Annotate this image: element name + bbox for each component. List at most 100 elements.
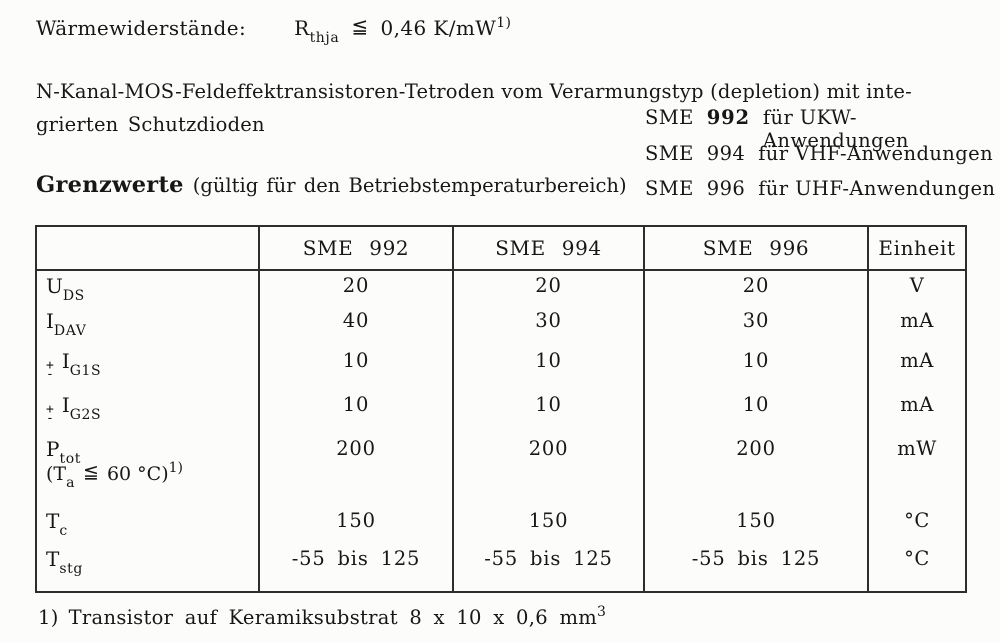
less-equal-sign: ≦ xyxy=(83,461,99,483)
value-cell: -55 bis 125 xyxy=(452,544,645,593)
value-cell: 10 xyxy=(643,390,869,434)
column-header: SME 994 xyxy=(452,225,645,271)
param-cell: + - IG1S xyxy=(35,346,260,390)
application-line: SME 992 für UKW-Anwendungen xyxy=(645,106,1000,152)
value-cell: 150 xyxy=(452,506,645,544)
table-row: Tc 150 150 150 °C xyxy=(35,506,967,544)
column-header: Einheit xyxy=(867,225,967,271)
condition-value: 60 °C) xyxy=(106,463,169,485)
device-prefix: SME xyxy=(645,106,694,129)
unit-cell: mA xyxy=(867,346,967,390)
footnote: 1) Transistor auf Keramiksubstrat 8 x 10 … xyxy=(38,604,607,629)
value-cell: 10 xyxy=(258,390,454,434)
table-row: UDS 20 20 20 V xyxy=(35,270,967,306)
footnote-text: Transistor auf Keramiksubstrat 8 x 10 x … xyxy=(68,606,598,629)
thermal-resistance-line: Wärmewiderstände: Rthja ≦ 0,46 K/mW1) xyxy=(36,14,512,46)
value-cell: 150 xyxy=(258,506,454,544)
param-symbol: U xyxy=(46,274,63,298)
application-text: für UHF-Anwendungen xyxy=(758,177,996,200)
device-prefix: SME xyxy=(645,141,694,165)
param-cell: + - IG2S xyxy=(35,390,260,434)
value-cell: 20 xyxy=(452,270,645,306)
minus-sign: - xyxy=(46,411,54,426)
footnote-number: 1) xyxy=(38,606,59,629)
value-cell: -55 bis 125 xyxy=(258,544,454,593)
param-subscript: G2S xyxy=(69,407,102,423)
table-row: IDAV 40 30 30 mA xyxy=(35,306,967,346)
param-symbol: I xyxy=(46,309,54,333)
param-symbol: T xyxy=(46,509,60,533)
value-cell: 150 xyxy=(643,506,869,544)
minus-sign: - xyxy=(46,367,54,382)
description-line-1: N-Kanal-MOS-Feldeffektransistoren-Tetrod… xyxy=(36,80,912,103)
table-row: Ptot (Ta ≦ 60 °C)1) 200 200 200 mW xyxy=(35,434,967,506)
application-text: für VHF-Anwendungen xyxy=(758,141,994,165)
value-cell: 20 xyxy=(643,270,869,306)
thermal-label: Wärmewiderstände: xyxy=(36,16,247,40)
thermal-symbol-subscript: thja xyxy=(309,30,340,46)
param-symbol: I xyxy=(61,393,70,417)
unit-cell: mW xyxy=(867,434,967,506)
thermal-value: 0,46 K/mW xyxy=(380,16,497,40)
device-number: 996 xyxy=(706,177,746,200)
unit-cell: °C xyxy=(867,506,967,544)
column-header-empty xyxy=(35,225,260,271)
value-cell: 10 xyxy=(452,390,645,434)
param-subscript: stg xyxy=(59,561,83,577)
value-cell: 10 xyxy=(643,346,869,390)
param-symbol: P xyxy=(46,437,60,461)
plus-sign: + xyxy=(46,402,54,417)
description-line-2: grierten Schutzdioden xyxy=(36,113,265,136)
table-row: + - IG1S 10 10 10 mA xyxy=(35,346,967,390)
plus-minus-icon: + - xyxy=(46,402,54,426)
application-line: SME 996 für UHF-Anwendungen xyxy=(645,177,1000,213)
unit-cell: mA xyxy=(867,390,967,434)
unit-cell: V xyxy=(867,270,967,306)
limits-table-body: UDS 20 20 20 V IDAV 40 30 30 mA + - IG1S 10 10 10 mA + - IG… xyxy=(35,270,967,593)
application-list: SME 992 für UKW-Anwendungen SME 994 für VHF-A… xyxy=(645,106,1000,213)
param-subscript: c xyxy=(59,523,68,539)
column-header: SME 992 xyxy=(258,225,454,271)
footnote-reference: 1) xyxy=(496,15,512,31)
value-cell: -55 bis 125 xyxy=(643,544,869,593)
plus-sign: + xyxy=(46,358,54,373)
value-cell: 10 xyxy=(452,346,645,390)
param-subscript: G1S xyxy=(69,363,102,379)
param-subscript: DS xyxy=(62,288,85,304)
application-text: für UKW-Anwendungen xyxy=(762,106,909,152)
application-line: SME 994 für VHF-Anwendungen xyxy=(645,142,1000,178)
value-cell: 30 xyxy=(452,306,645,346)
param-cell: Ptot (Ta ≦ 60 °C)1) xyxy=(35,434,260,506)
param-cell: Tstg xyxy=(35,544,260,593)
footnote-reference: 1) xyxy=(168,460,184,476)
limits-heading: Grenzwerte (gültig für den Betriebstemper… xyxy=(36,172,627,198)
plus-minus-icon: + - xyxy=(46,358,54,382)
limits-table: SME 992 SME 994 SME 996 Einheit UDS 20 20 20 V I… xyxy=(35,225,967,593)
footnote-exponent: 3 xyxy=(597,604,607,620)
param-symbol: I xyxy=(61,349,70,373)
param-subscript: tot xyxy=(59,451,81,467)
unit-cell: mA xyxy=(867,306,967,346)
param-condition: (Ta ≦ 60 °C)1) xyxy=(46,460,258,491)
value-cell: 200 xyxy=(258,434,454,506)
limits-title: Grenzwerte xyxy=(36,172,184,198)
param-subscript: DAV xyxy=(53,323,87,339)
header-row: SME 992 SME 994 SME 996 Einheit xyxy=(35,225,967,271)
less-equal-sign: ≦ xyxy=(351,14,369,38)
condition-pre: (T xyxy=(46,463,67,485)
device-number: 994 xyxy=(706,141,746,165)
condition-subscript: a xyxy=(66,475,76,491)
thermal-symbol: R xyxy=(294,16,310,40)
param-cell: IDAV xyxy=(35,306,260,346)
table-row: Tstg -55 bis 125 -55 bis 125 -55 bis 125 °C xyxy=(35,544,967,593)
device-prefix: SME xyxy=(645,177,694,200)
table-row: + - IG2S 10 10 10 mA xyxy=(35,390,967,434)
limits-subtitle: (gültig für den Betriebstemperaturbereic… xyxy=(192,174,627,197)
param-symbol: T xyxy=(46,547,60,571)
device-number: 992 xyxy=(706,106,750,129)
param-cell: UDS xyxy=(35,270,260,306)
limits-table-header: SME 992 SME 994 SME 996 Einheit xyxy=(35,225,967,271)
value-cell: 10 xyxy=(258,346,454,390)
value-cell: 200 xyxy=(643,434,869,506)
value-cell: 30 xyxy=(643,306,869,346)
